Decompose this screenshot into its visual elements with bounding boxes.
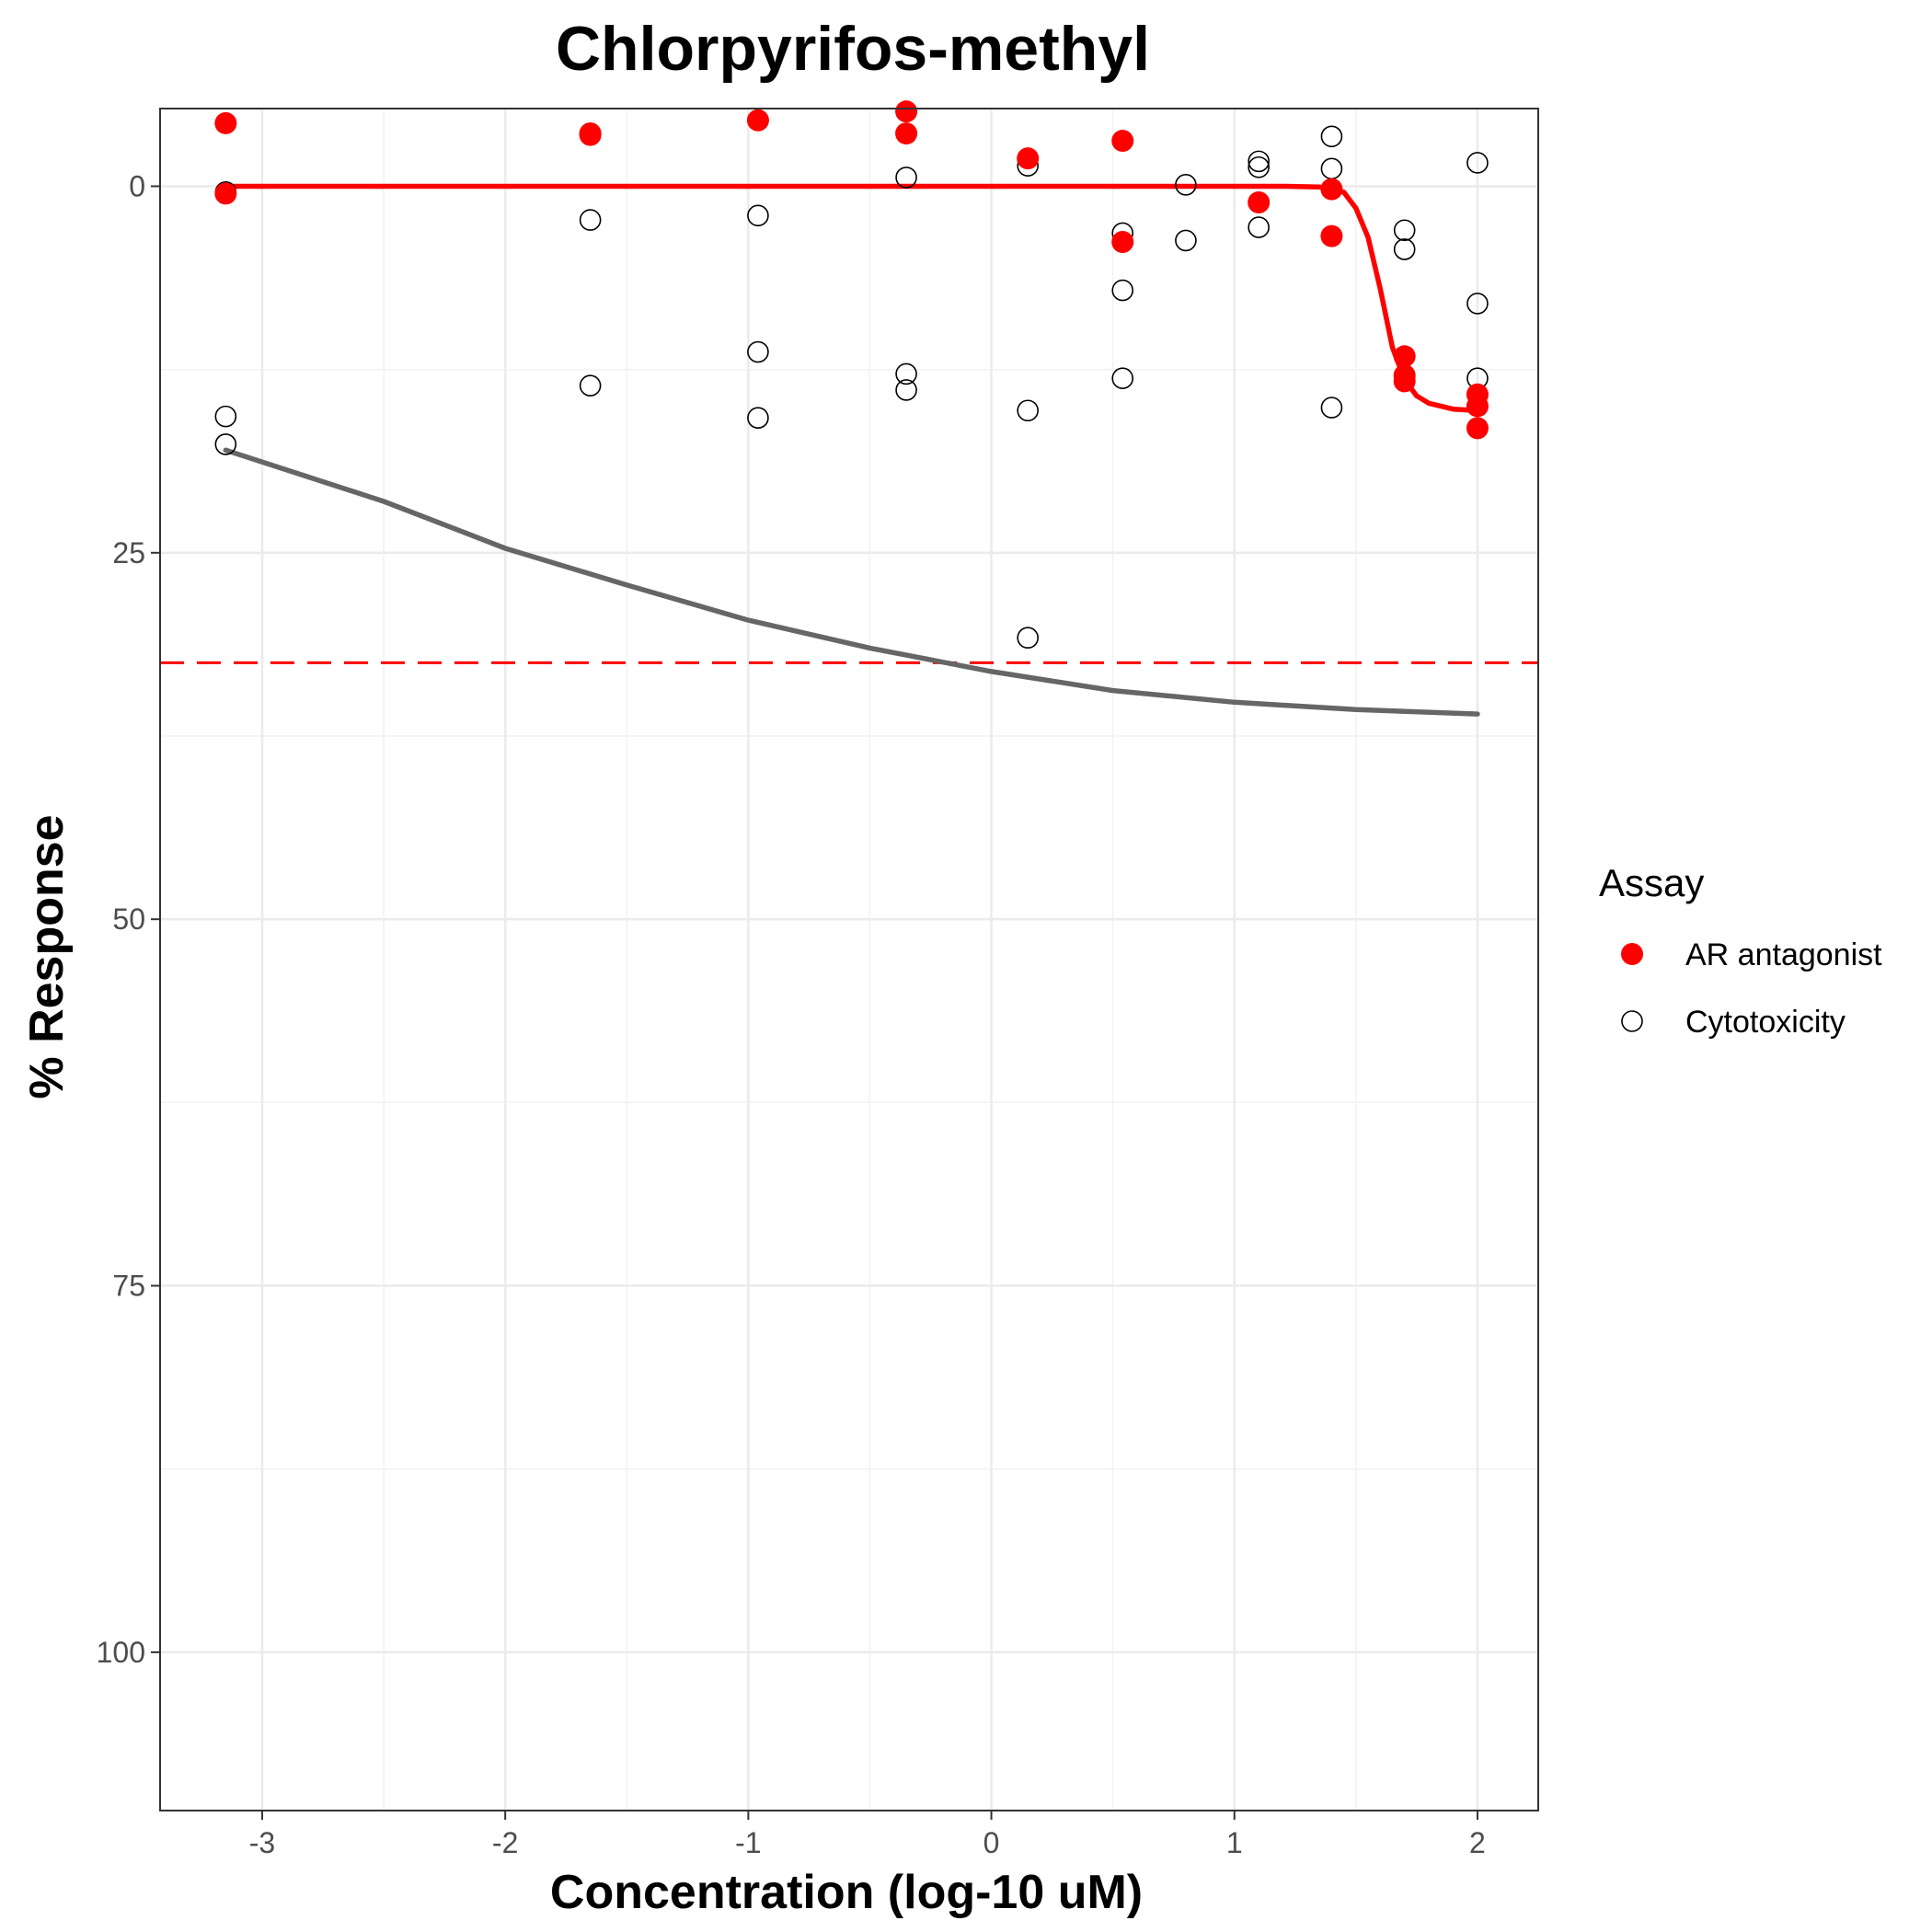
point-ar-antagonist: [895, 122, 918, 145]
data-points: [214, 100, 1489, 650]
point-ar-antagonist: [895, 100, 918, 123]
legend: Assay AR antagonist Cytotoxicity: [1599, 861, 1882, 1040]
legend-title: Assay: [1599, 861, 1704, 904]
point-cytotoxicity: [895, 379, 917, 401]
point-cytotoxicity: [895, 362, 917, 385]
point-ar-antagonist: [214, 182, 237, 205]
point-ar-antagonist: [1111, 130, 1134, 153]
point-cytotoxicity: [747, 204, 769, 227]
point-cytotoxicity: [214, 433, 237, 455]
point-cytotoxicity: [1017, 399, 1039, 422]
point-cytotoxicity: [747, 407, 769, 430]
x-axis-title: Concentration (log-10 uM): [550, 1866, 1143, 1919]
point-ar-antagonist: [579, 123, 602, 146]
fit-curve-ar-antagonist: [223, 183, 1480, 414]
point-cytotoxicity: [1320, 397, 1343, 419]
point-ar-antagonist: [746, 109, 769, 132]
point-cytotoxicity: [1248, 155, 1270, 178]
y-tick-label: 75: [112, 1270, 145, 1303]
point-ar-antagonist: [1393, 370, 1416, 393]
x-tick-label: 2: [1469, 1826, 1486, 1859]
plot-panel-border: [159, 108, 1539, 1811]
legend-key-ar-antagonist: [1621, 943, 1643, 965]
y-tick-label: 0: [129, 169, 145, 202]
point-cytotoxicity: [895, 167, 917, 189]
point-ar-antagonist: [1017, 147, 1040, 170]
y-tick-label: 100: [97, 1636, 145, 1669]
point-ar-antagonist: [1248, 190, 1271, 213]
point-cytotoxicity: [1393, 238, 1416, 260]
point-ar-antagonist: [1466, 395, 1489, 418]
legend-label-ar-antagonist: AR antagonist: [1685, 937, 1882, 972]
y-tick-label: 25: [112, 536, 145, 569]
x-axis-ticks: -3 -2 -1 0 1 2: [249, 1811, 1486, 1859]
point-cytotoxicity: [1017, 627, 1039, 650]
point-ar-antagonist: [1111, 231, 1134, 254]
point-cytotoxicity: [1320, 125, 1343, 148]
point-ar-antagonist: [214, 111, 237, 134]
point-ar-antagonist: [1320, 178, 1343, 201]
x-tick-label: 1: [1226, 1826, 1243, 1859]
fit-curves: [223, 183, 1480, 717]
y-axis-title: % Response: [20, 814, 74, 1098]
x-tick-label: -1: [735, 1826, 761, 1859]
y-tick-label: 50: [112, 903, 145, 936]
point-cytotoxicity: [1393, 219, 1416, 242]
point-cytotoxicity: [1248, 150, 1270, 173]
x-tick-label: -3: [249, 1826, 275, 1859]
chart-title: Chlorpyrifos-methyl: [556, 14, 1150, 84]
point-ar-antagonist: [1320, 224, 1343, 247]
point-cytotoxicity: [579, 374, 602, 397]
point-cytotoxicity: [579, 209, 602, 231]
point-cytotoxicity: [1466, 293, 1489, 315]
x-tick-label: 0: [983, 1826, 1000, 1859]
point-cytotoxicity: [747, 340, 769, 363]
point-cytotoxicity: [1466, 152, 1489, 174]
minor-gridlines: [160, 109, 1538, 1811]
major-gridlines: [160, 109, 1538, 1811]
point-cytotoxicity: [214, 405, 237, 428]
point-cytotoxicity: [1248, 216, 1270, 238]
point-ar-antagonist: [1393, 345, 1416, 368]
x-tick-label: -2: [492, 1826, 518, 1859]
legend-key-cytotoxicity: [1621, 1010, 1643, 1032]
point-cytotoxicity: [1175, 174, 1197, 196]
point-cytotoxicity: [1111, 279, 1134, 302]
point-ar-antagonist: [1466, 417, 1489, 440]
fit-curve-cytotoxicity: [223, 447, 1480, 717]
y-axis-ticks: 0 25 50 75 100: [97, 169, 160, 1669]
point-cytotoxicity: [1175, 229, 1197, 252]
point-cytotoxicity: [1111, 367, 1134, 389]
legend-label-cytotoxicity: Cytotoxicity: [1685, 1005, 1846, 1040]
